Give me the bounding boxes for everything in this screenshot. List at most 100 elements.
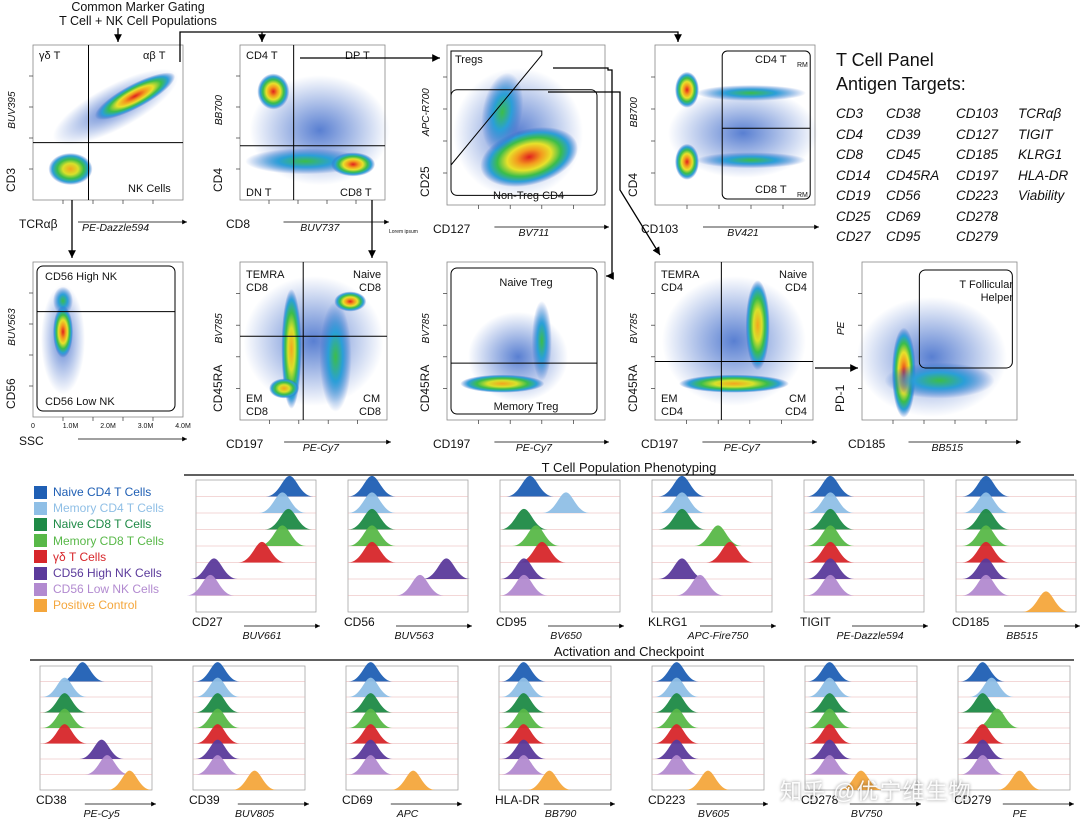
histogram-fluorochrome: BUV563 [394,630,433,642]
legend-item: Positive Control [34,597,164,613]
histogram-peak [348,541,396,563]
histogram-peak [685,770,731,790]
gate-label: CD56 Low NK [45,396,115,408]
density-cluster [94,72,176,120]
antigen-target: CD103 [956,106,999,121]
histogram-cd223: CD223 BV605 [648,662,768,820]
ssc-tick-label: 4.0M [175,423,191,430]
antigen-target: KLRG1 [1018,147,1063,162]
histogram-peak [962,525,1010,546]
antigen-target: CD278 [956,208,999,224]
gate-label: CD4 [661,406,683,418]
histogram-marker-label: HLA-DR [495,793,540,807]
antigen-target: CD25 [836,208,871,224]
legend-swatch [34,534,47,548]
histogram-marker-label: CD69 [342,793,373,807]
antigen-target: CD8 [836,147,864,162]
histogram-peak [506,475,554,497]
gate-label: NK Cells [128,183,171,195]
histogram-peak [195,724,240,744]
histogram-fluorochrome: APC-Fire750 [687,630,749,642]
histogram-peak [806,525,855,546]
gate-label: CD8 T [755,184,787,196]
histogram-cd185: CD185 BB515 [952,475,1080,642]
density-cluster [531,301,552,381]
histogram-peak [997,770,1042,790]
histogram-marker-label: CD185 [952,615,990,629]
y-axis-fluorochrome: PE [836,321,847,335]
lorem-caption: Lorem ipsum [389,229,418,235]
histogram-peak [348,662,393,682]
histogram-peak [960,739,1005,759]
histogram-peak [807,677,852,697]
antigen-target-grid: CD3 CD38 CD103 TCRαβ CD4 CD39 CD127 TIGIT CD8 CD4… [836,105,1078,245]
scatter-plot-p5: CD56 BUV563 SSC CD56 High NK CD56 Low NK 0 1.0… [4,261,191,448]
histogram-peak [500,508,548,530]
legend-swatch [34,517,47,531]
histogram-peak [542,492,590,513]
antigen-target: CD56 [886,188,921,203]
histogram-peak [391,770,436,790]
density-cluster [53,286,73,315]
histogram-marker-label: CD56 [344,615,375,629]
histogram-peak [527,770,572,790]
ssc-tick-label: 0 [31,423,35,430]
histogram-peak [258,492,307,513]
histogram-fluorochrome: BV605 [698,808,730,820]
histogram-peak [42,724,87,744]
gate-label: EM [246,393,263,405]
histogram-peak [658,492,706,513]
histogram-marker-label: CD39 [189,793,220,807]
histogram-peak [60,662,105,682]
y-axis-label: CD56 [4,378,18,409]
histogram-cd278: CD278 BV750 [801,662,921,820]
antigen-target: CD19 [836,188,871,203]
histogram-peak [962,508,1010,530]
histogram-cd56: CD56 BUV563 [344,475,472,642]
non-treg-gate [450,89,598,196]
header-line2: T Cell + NK Cell Populations [59,14,217,28]
x-axis-label: CD197 [641,437,679,451]
histogram-peak [807,724,852,744]
histogram-peak [190,558,238,579]
histogram-peak [501,693,546,713]
x-axis-label: CD185 [848,437,886,451]
legend-item: CD56 Low NK Cells [34,581,164,597]
histogram-peak [501,662,546,682]
y-axis-fluorochrome: APC-R700 [421,88,432,137]
histogram-peak [806,492,855,513]
histogram-fluorochrome: PE-Dazzle594 [836,630,903,642]
density-cluster [53,305,73,358]
y-axis-label: CD4 [211,168,225,192]
histogram-peak [186,574,235,596]
antigen-target: TIGIT [1018,126,1053,142]
gate-label: CD8 [359,406,381,418]
gate-label: Tregs [455,54,483,66]
antigen-target: CD3 [836,106,864,121]
x-axis-fluorochrome: PE-Cy7 [516,442,553,454]
histogram-peak [348,739,393,759]
gate-label: EM [661,393,678,405]
activation-section-title: Activation and Checkpoint [553,644,705,659]
histogram-peak [654,724,699,744]
x-axis-label: CD197 [433,437,471,451]
histogram-peak [501,724,546,744]
density-cluster [481,72,524,152]
legend-swatch [34,501,47,515]
gating-arrow [553,67,614,280]
gate-label: Helper [981,292,1014,304]
gate-label: CM [363,393,380,405]
legend-swatch [34,550,47,564]
antigen-panel-title: T Cell Panel Antigen Targets: [836,48,966,96]
histogram-peak [960,724,1005,744]
density-cluster [745,280,770,371]
y-axis-fluorochrome: BUV563 [7,308,18,346]
histogram-peak [654,755,699,775]
histogram-peak [42,693,87,713]
gate-label: CD4 T [755,54,787,66]
histogram-peak [807,662,852,682]
y-axis-label: CD45RA [211,365,225,412]
histogram-peak [501,739,546,759]
histogram-peak [264,508,313,530]
